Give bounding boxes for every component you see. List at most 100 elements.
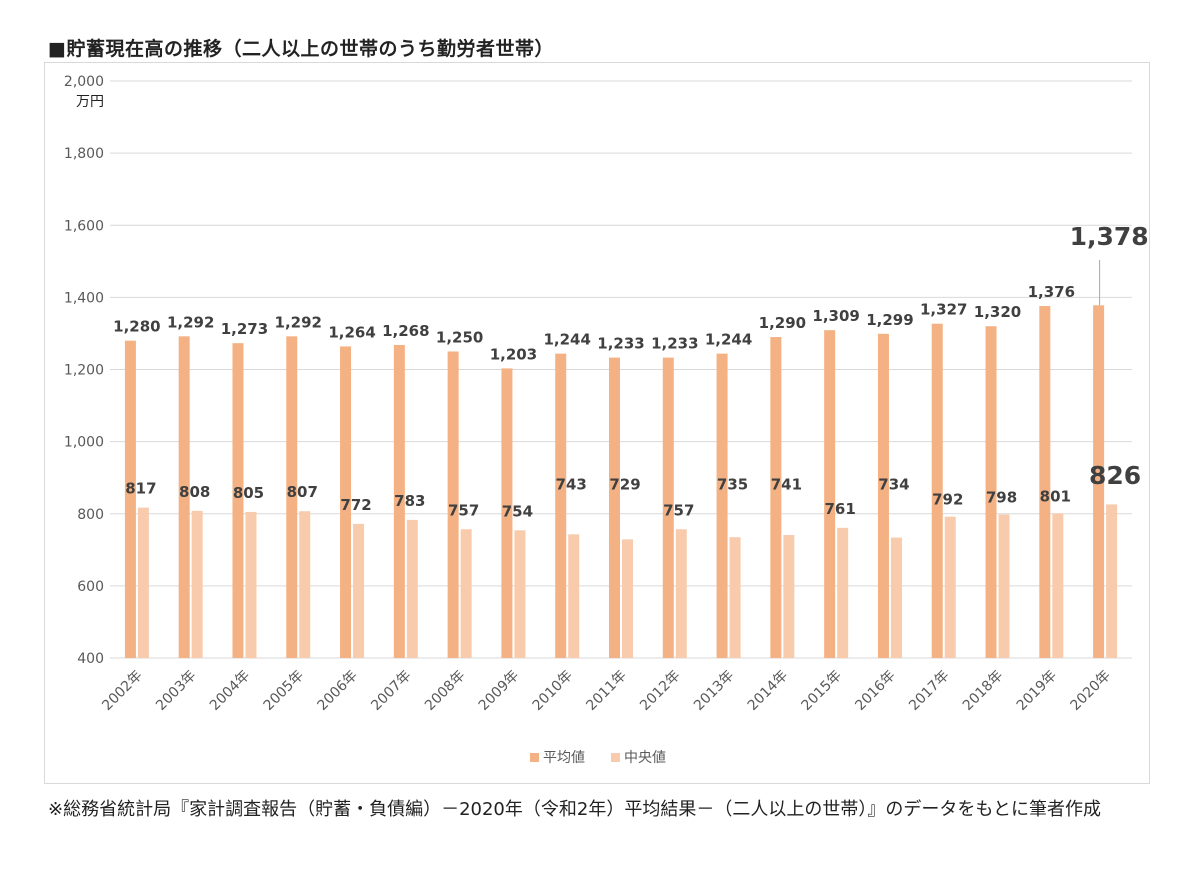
median-data-label: 826 bbox=[1089, 461, 1141, 490]
bar-median bbox=[353, 523, 365, 658]
y-tick-label: 1,000 bbox=[64, 435, 104, 451]
y-tick-label: 1,400 bbox=[64, 290, 104, 306]
x-tick-label: 2006年 bbox=[314, 668, 360, 714]
x-tick-label: 2004年 bbox=[207, 668, 253, 714]
x-tick-label: 2009年 bbox=[476, 668, 522, 714]
mean-data-label: 1,244 bbox=[543, 331, 590, 349]
x-tick-label: 2020年 bbox=[1068, 668, 1114, 714]
bar-mean bbox=[555, 353, 567, 658]
bar-median bbox=[406, 519, 418, 658]
mean-data-label: 1,320 bbox=[974, 303, 1021, 321]
bar-median bbox=[245, 511, 257, 658]
y-tick-label: 2,000 bbox=[64, 74, 104, 90]
x-tick-label: 2003年 bbox=[153, 668, 199, 714]
y-tick-label: 600 bbox=[77, 579, 104, 595]
bar-mean bbox=[124, 340, 136, 658]
bar-median bbox=[460, 529, 472, 658]
bar-mean bbox=[770, 337, 782, 658]
bar-median bbox=[622, 539, 633, 658]
median-data-label: 801 bbox=[1040, 487, 1071, 505]
mean-data-label: 1,268 bbox=[382, 322, 429, 340]
mean-data-label: 1,233 bbox=[597, 335, 644, 353]
x-tick-label: 2007年 bbox=[368, 668, 414, 714]
mean-data-label: 1,378 bbox=[1070, 222, 1149, 251]
bar-mean bbox=[1039, 306, 1051, 658]
legend-label-median: 中央値 bbox=[624, 750, 666, 766]
bar-median bbox=[729, 537, 741, 658]
median-data-label: 754 bbox=[502, 502, 533, 520]
bar-mean bbox=[178, 336, 190, 658]
bar-mean bbox=[447, 351, 459, 658]
bar-median bbox=[568, 534, 580, 658]
legend-label-mean: 平均値 bbox=[543, 750, 585, 766]
mean-data-label: 1,250 bbox=[436, 328, 483, 346]
mean-data-label: 1,309 bbox=[812, 307, 859, 325]
bar-mean bbox=[393, 344, 405, 658]
y-tick-label: 800 bbox=[77, 507, 104, 523]
x-tick-label: 2014年 bbox=[745, 668, 791, 714]
bar-median bbox=[944, 516, 956, 658]
median-data-label: 761 bbox=[825, 500, 856, 518]
bar-mean bbox=[609, 357, 620, 658]
x-tick-label: 2011年 bbox=[583, 668, 629, 714]
bar-mean bbox=[286, 336, 298, 658]
x-tick-label: 2005年 bbox=[261, 668, 307, 714]
bar-median bbox=[837, 527, 849, 658]
median-data-label: 772 bbox=[340, 496, 371, 514]
x-tick-label: 2018年 bbox=[960, 668, 1006, 714]
median-data-label: 792 bbox=[932, 491, 963, 509]
bar-median bbox=[675, 529, 687, 658]
mean-data-label: 1,290 bbox=[759, 314, 806, 332]
mean-data-label: 1,327 bbox=[920, 301, 967, 319]
bar-median bbox=[137, 507, 149, 658]
bar-median bbox=[890, 537, 902, 658]
y-tick-label: 1,800 bbox=[64, 146, 104, 162]
median-data-label: 743 bbox=[556, 476, 587, 494]
bar-median bbox=[514, 530, 526, 658]
median-data-label: 783 bbox=[394, 492, 425, 510]
legend-swatch-median bbox=[611, 753, 620, 762]
median-data-label: 757 bbox=[448, 501, 479, 519]
bar-median bbox=[299, 511, 311, 658]
source-note: ※総務省統計局『家計調査報告（貯蓄・負債編）－2020年（令和2年）平均結果－（… bbox=[48, 799, 1101, 820]
bar-mean bbox=[716, 353, 728, 658]
y-unit-label: 万円 bbox=[76, 94, 104, 110]
mean-data-label: 1,292 bbox=[167, 313, 214, 331]
bar-median bbox=[1106, 504, 1118, 658]
bar-mean bbox=[340, 346, 352, 658]
bar-median bbox=[1052, 513, 1064, 658]
x-tick-label: 2008年 bbox=[422, 668, 468, 714]
mean-data-label: 1,376 bbox=[1028, 283, 1075, 301]
mean-data-label: 1,264 bbox=[328, 323, 375, 341]
x-tick-label: 2017年 bbox=[906, 668, 952, 714]
x-tick-label: 2012年 bbox=[637, 668, 683, 714]
bar-mean bbox=[662, 357, 674, 658]
x-tick-label: 2019年 bbox=[1014, 668, 1060, 714]
y-tick-label: 1,600 bbox=[64, 218, 104, 234]
bar-mean bbox=[877, 333, 889, 658]
y-tick-label: 400 bbox=[77, 651, 104, 667]
median-data-label: 805 bbox=[233, 484, 264, 502]
bar-mean bbox=[931, 323, 943, 658]
mean-data-label: 1,299 bbox=[866, 311, 913, 329]
median-data-label: 808 bbox=[179, 483, 210, 501]
y-tick-label: 1,200 bbox=[64, 363, 104, 379]
x-tick-label: 2013年 bbox=[691, 668, 737, 714]
mean-data-label: 1,203 bbox=[490, 345, 537, 363]
mean-data-label: 1,244 bbox=[705, 331, 752, 349]
mean-data-label: 1,280 bbox=[113, 318, 160, 336]
bar-median bbox=[783, 535, 795, 658]
bar-mean bbox=[1093, 305, 1105, 658]
x-tick-label: 2015年 bbox=[799, 668, 845, 714]
bar-median bbox=[998, 514, 1010, 658]
median-data-label: 798 bbox=[986, 488, 1017, 506]
bar-median bbox=[191, 510, 203, 658]
median-data-label: 741 bbox=[771, 476, 802, 494]
median-data-label: 817 bbox=[125, 480, 156, 498]
median-data-label: 734 bbox=[878, 476, 909, 494]
bar-mean bbox=[985, 326, 997, 658]
bar-mean bbox=[824, 330, 836, 658]
x-tick-label: 2016年 bbox=[852, 668, 898, 714]
mean-data-label: 1,273 bbox=[221, 320, 268, 338]
